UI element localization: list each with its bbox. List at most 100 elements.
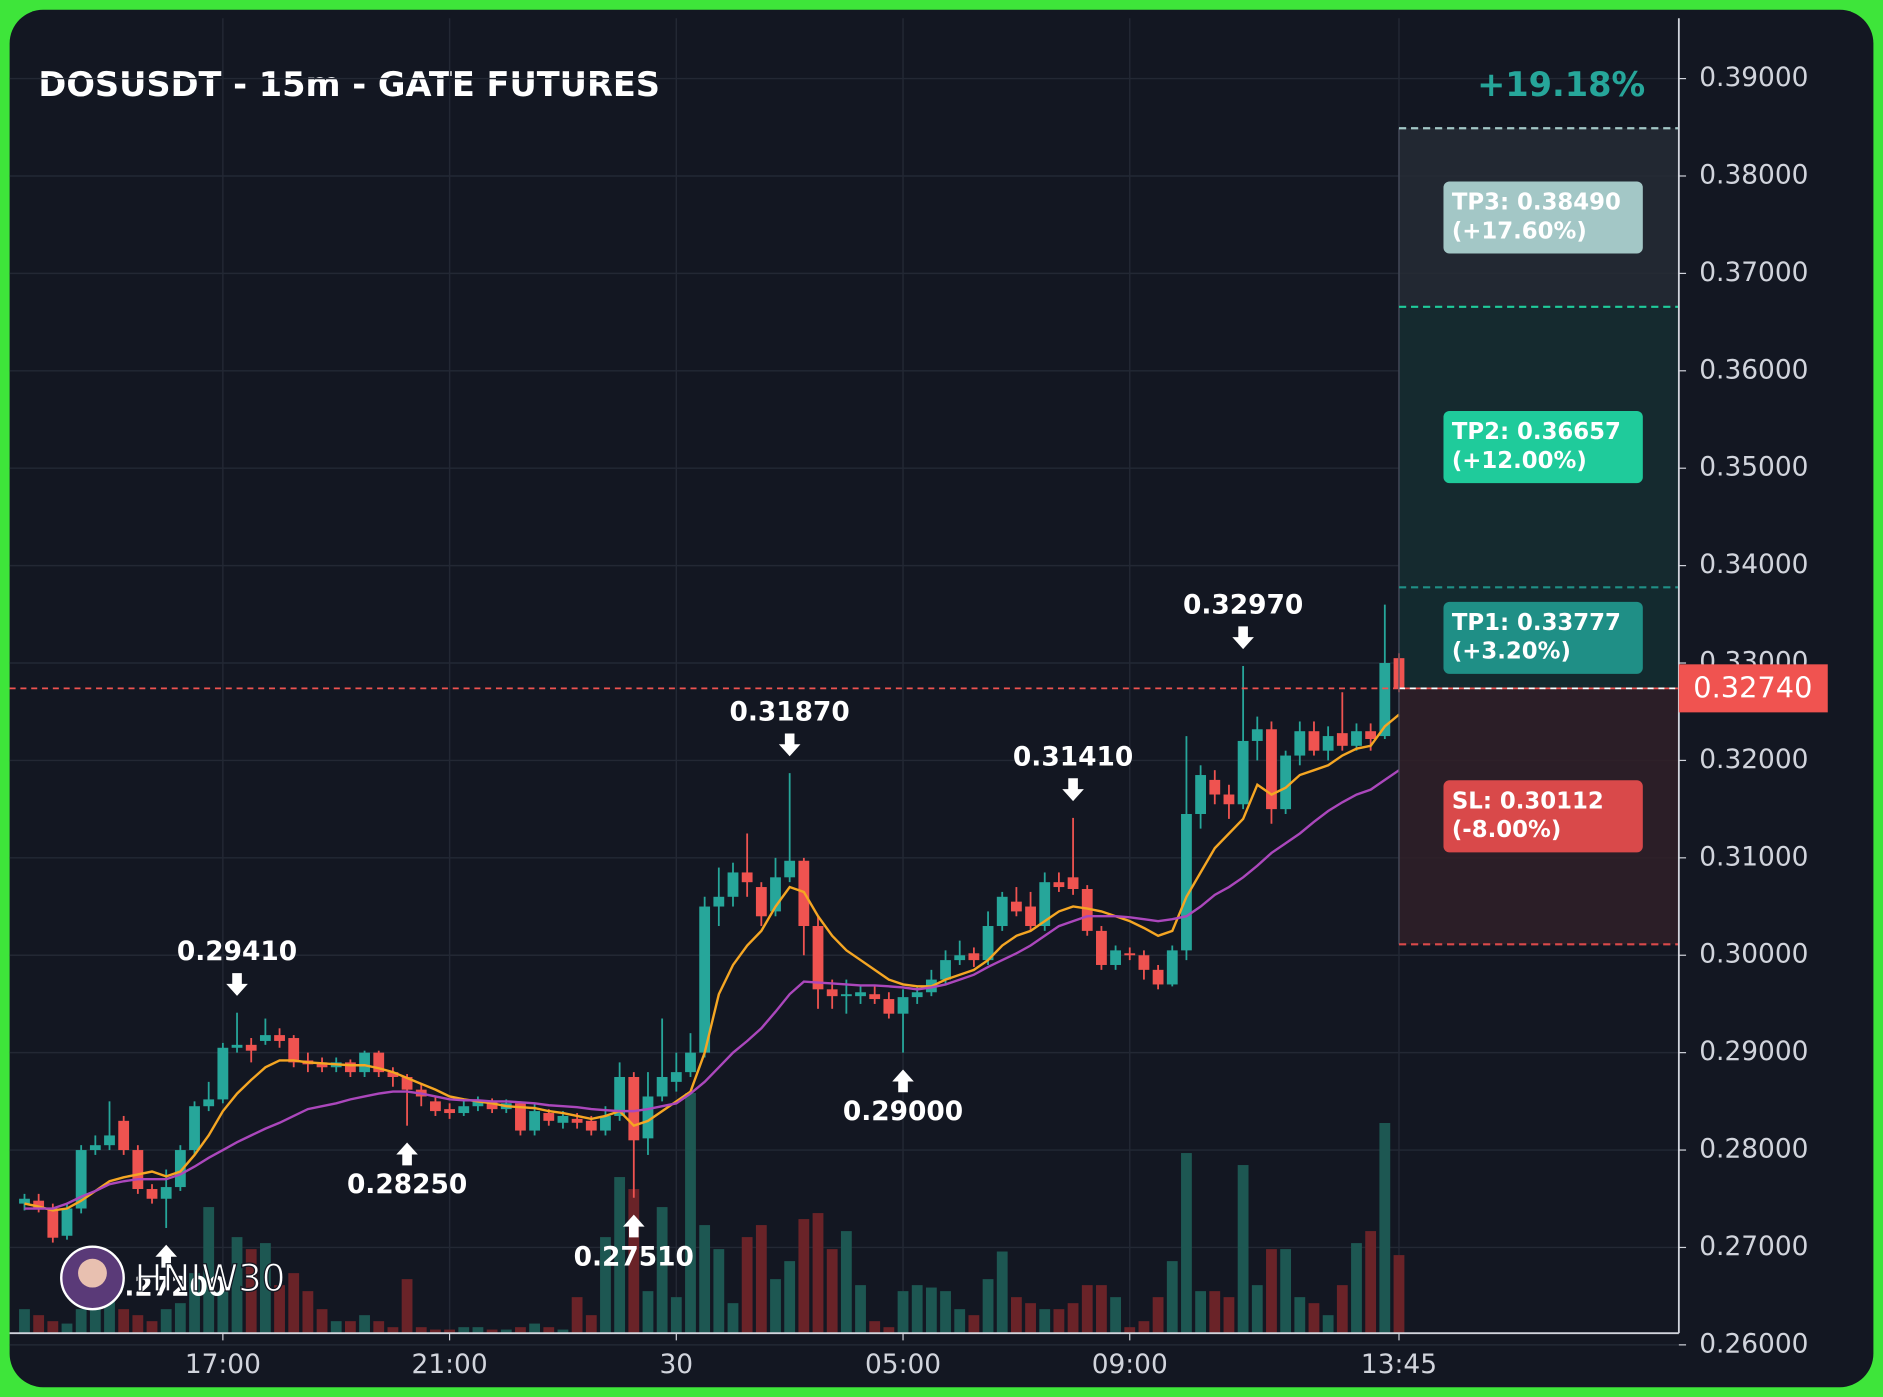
level-label-box xyxy=(1443,601,1643,674)
x-tick-label: 21:00 xyxy=(412,1349,488,1380)
y-tick-label: 0.31000 xyxy=(1699,841,1808,872)
y-tick-label: 0.32000 xyxy=(1699,744,1808,775)
candle-body xyxy=(699,906,711,1053)
volume-bar xyxy=(500,1329,512,1334)
candle-body xyxy=(1166,950,1178,985)
volume-bar xyxy=(897,1291,909,1334)
volume-bar xyxy=(316,1309,328,1334)
level-label: SL: 0.30112 xyxy=(1452,788,1604,814)
candle-body xyxy=(1280,755,1292,810)
candle-body xyxy=(1181,813,1192,951)
volume-bar xyxy=(1237,1165,1249,1334)
candle-body xyxy=(1067,877,1079,890)
volume-bar xyxy=(543,1327,555,1334)
volume-bar xyxy=(1393,1255,1405,1334)
candle-body xyxy=(911,992,923,998)
volume-bar xyxy=(231,1237,243,1334)
volume-bar xyxy=(373,1321,385,1334)
candle-body xyxy=(585,1120,597,1131)
volume-bar xyxy=(1025,1303,1036,1334)
volume-bar xyxy=(770,1279,781,1334)
candle-body xyxy=(359,1052,370,1073)
candle-body xyxy=(486,1101,498,1110)
candle-body xyxy=(231,1044,243,1048)
volume-bar xyxy=(600,1237,611,1334)
candle-body xyxy=(812,926,824,990)
arrow-icon xyxy=(778,733,801,757)
candle-body xyxy=(1237,740,1249,805)
volume-bar xyxy=(642,1291,654,1334)
moving-average-line xyxy=(24,769,1400,1210)
arrow-icon xyxy=(1232,626,1254,650)
volume-bar xyxy=(1266,1249,1277,1334)
avatar-face xyxy=(78,1258,107,1288)
volume-bar xyxy=(61,1323,73,1334)
volume-bar xyxy=(444,1329,455,1334)
volume-bar xyxy=(486,1329,498,1334)
chart-title: DOSUSDT - 15m - GATE FUTURES xyxy=(38,65,660,104)
volume-bar xyxy=(1039,1309,1051,1334)
candle-body xyxy=(217,1047,229,1100)
level-label: TP1: 0.33777 xyxy=(1452,610,1621,636)
candle-body xyxy=(472,1101,484,1107)
y-tick-label: 0.34000 xyxy=(1699,549,1808,580)
candle-body xyxy=(89,1145,101,1151)
volume-bar xyxy=(515,1327,526,1334)
volume-bar xyxy=(89,1303,101,1334)
current-price-box xyxy=(1678,664,1828,713)
volume-bar xyxy=(288,1273,300,1334)
price-annotation: 0.29000 xyxy=(843,1096,963,1127)
candle-body xyxy=(940,960,951,980)
volume-bar xyxy=(203,1207,215,1334)
volume-bar xyxy=(826,1249,838,1334)
price-annotation: 0.32970 xyxy=(1183,589,1303,620)
volume-bar xyxy=(415,1327,427,1334)
x-tick-label: 09:00 xyxy=(1092,1349,1168,1380)
volume-bar xyxy=(1251,1285,1263,1334)
candle-body xyxy=(529,1111,541,1131)
level-label-box xyxy=(1443,780,1643,853)
y-tick-label: 0.26000 xyxy=(1699,1328,1808,1359)
volume-bar xyxy=(585,1315,597,1334)
volume-bar xyxy=(75,1309,87,1334)
y-tick-label: 0.30000 xyxy=(1699,939,1808,970)
volume-bar xyxy=(954,1309,966,1334)
volume-bar xyxy=(755,1225,767,1334)
candle-body xyxy=(61,1208,73,1236)
candle-body xyxy=(826,989,838,997)
candle-body xyxy=(727,872,739,897)
volume-bar xyxy=(302,1291,314,1334)
candle-body xyxy=(642,1096,654,1139)
volume-bar xyxy=(174,1303,186,1334)
candle-body xyxy=(1251,729,1263,741)
candle-body xyxy=(855,992,866,997)
candle-body xyxy=(1152,969,1164,985)
volume-bar xyxy=(1010,1297,1022,1334)
candle-body xyxy=(373,1052,385,1073)
volume-bar xyxy=(628,1189,640,1334)
candle-body xyxy=(713,896,725,907)
candle-body xyxy=(614,1076,626,1116)
candle-body xyxy=(869,994,881,1000)
volume-bar xyxy=(1181,1153,1192,1334)
current-price-label: 0.32740 xyxy=(1693,671,1812,705)
volume-bar xyxy=(685,1092,696,1334)
volume-bar xyxy=(1067,1303,1079,1334)
volume-bar xyxy=(1365,1231,1377,1334)
candle-body xyxy=(741,872,753,883)
candle-body xyxy=(954,955,966,961)
volume-bar xyxy=(1081,1285,1093,1334)
volume-bar xyxy=(19,1309,30,1334)
volume-bar xyxy=(1223,1297,1235,1334)
volume-bar xyxy=(557,1329,569,1334)
volume-bar xyxy=(1308,1303,1320,1334)
candle-body xyxy=(840,994,852,997)
candle-body xyxy=(1351,731,1362,746)
candle-body xyxy=(174,1150,186,1188)
candle-body xyxy=(444,1109,455,1114)
candle-body xyxy=(189,1106,200,1151)
candle-body xyxy=(1096,930,1107,965)
candle-body xyxy=(515,1103,526,1131)
volume-bar xyxy=(1053,1309,1065,1334)
level-percent: (+12.00%) xyxy=(1452,448,1587,474)
